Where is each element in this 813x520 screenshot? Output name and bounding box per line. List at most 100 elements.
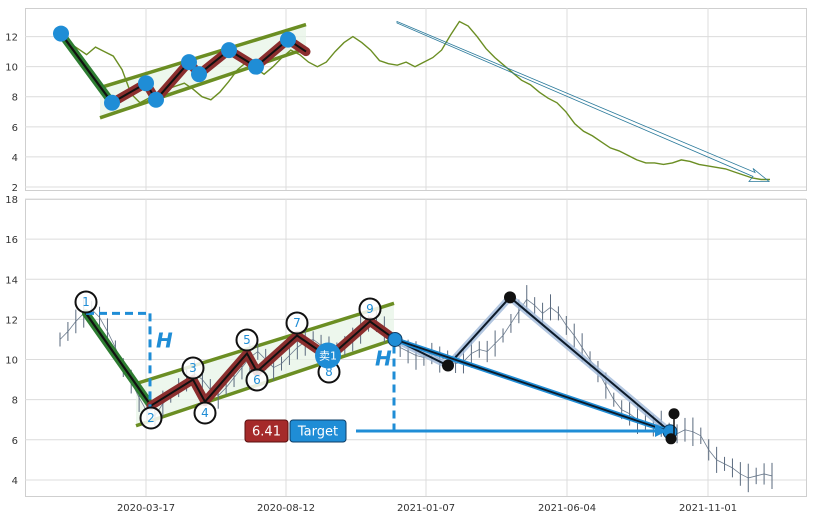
bottom-y-tick-label: 8 (12, 396, 18, 407)
bottom-wave-label-circle (358, 297, 382, 321)
top-channel-upper-line (99, 22, 307, 90)
bottom-projection-dot (668, 408, 680, 420)
bottom-price-segment (99, 317, 108, 332)
bottom-y-tick-label: 18 (5, 195, 18, 206)
top-impulse-line (60, 32, 113, 104)
top-y-tick-label: 2 (12, 183, 18, 194)
bottom-price-segment (399, 347, 409, 352)
bottom-x-tick-label: 2020-03-17 (117, 503, 175, 514)
bottom-price-segment (565, 325, 575, 336)
bottom-projection-line (394, 295, 671, 433)
bottom-y-tick-labels: 4 6 8 10 12 14 16 18 (5, 195, 18, 487)
bottom-target-value-text: 6.41 (252, 425, 281, 440)
bottom-price-segment (510, 311, 520, 324)
bottom-price-segment (716, 459, 725, 465)
bottom-price-segment (494, 335, 504, 344)
bottom-price-segment (463, 353, 472, 362)
bottom-projection-points (387, 291, 680, 445)
bottom-sell-signal: 卖1 (315, 342, 341, 369)
bottom-x-tick-labels: 2020-03-17 2020-08-12 2021-01-07 2021-06-04… (117, 503, 737, 514)
bottom-price-segment (573, 335, 583, 348)
bottom-wave-label-text: 8 (325, 365, 333, 379)
top-pivot-marker (221, 42, 237, 59)
bottom-y-tick-label: 14 (5, 275, 18, 286)
bottom-wave-label-circle (74, 290, 98, 314)
bottom-wave-label-text: 9 (366, 302, 374, 316)
top-trend-arrow (396, 20, 771, 182)
bottom-price-segment (621, 409, 630, 415)
bottom-target-value-badge (244, 419, 289, 443)
bottom-wave-label-text: 4 (201, 406, 209, 420)
bottom-y-tick-label: 4 (12, 476, 18, 487)
bottom-wave-labels: 1 2 3 4 5 6 7 8 9 (74, 290, 382, 430)
bottom-price-segment (217, 387, 227, 396)
top-y-tick-label: 4 (12, 153, 18, 164)
bottom-price-segment (471, 349, 480, 354)
bottom-price-segment (605, 385, 615, 400)
bottom-price-segment (59, 331, 69, 340)
bottom-price-segment (486, 343, 496, 352)
bottom-price-segment (225, 377, 235, 388)
bottom-price-segment (692, 431, 701, 437)
bottom-x-tick-label: 2021-06-04 (538, 503, 596, 514)
bottom-price-segment (273, 363, 282, 368)
bottom-wave-label-text: 6 (253, 373, 261, 387)
bottom-target-group: 6.41 Target (244, 419, 667, 443)
bottom-sell-signal-label: 卖1 (319, 350, 337, 363)
bottom-wave-label-circle (139, 406, 163, 430)
bottom-target-label-badge (289, 419, 347, 443)
top-pivot-marker (104, 94, 120, 111)
bottom-target-arrow-head (655, 425, 667, 437)
bottom-price-segment (502, 323, 512, 336)
top-grid (25, 8, 806, 190)
bottom-y-tick-label: 6 (12, 436, 18, 447)
bottom-price-segment (558, 313, 567, 326)
top-y-tick-labels: 2 4 6 8 10 12 (5, 33, 18, 194)
bottom-x-tick-label: 2020-08-12 (257, 503, 315, 514)
bottom-price-segment (312, 339, 322, 346)
bottom-wave-label-circle (193, 401, 217, 425)
bottom-projection-dot (442, 359, 454, 372)
bottom-wave-label-text: 3 (189, 361, 197, 375)
top-channel-lower-line (99, 46, 307, 120)
bottom-price-segment (107, 331, 116, 348)
bottom-price-segment (479, 349, 488, 352)
bottom-impulse-line (85, 312, 152, 407)
bottom-price-segment (700, 435, 710, 451)
bottom-price-segment (732, 467, 741, 475)
top-pivot-marker (191, 66, 207, 83)
bottom-wave-label-circle (245, 368, 269, 392)
bottom-wave-label-text: 1 (82, 295, 90, 309)
bottom-price-segment (763, 473, 773, 477)
bottom-projection-start-dot (387, 331, 403, 347)
bottom-wave-label-text: 5 (243, 333, 251, 347)
top-pivot-marker (248, 58, 264, 75)
top-y-tick-label: 8 (12, 93, 18, 104)
bottom-x-tick-label: 2021-01-07 (397, 503, 455, 514)
bottom-breakdown-line (394, 338, 671, 433)
top-y-tick-label: 10 (5, 63, 18, 74)
bottom-price-segment (281, 355, 290, 364)
bottom-price-segment (415, 355, 425, 358)
top-price-line (59, 20, 770, 181)
bottom-price-segment (581, 347, 591, 360)
bottom-wave-label-text: 2 (147, 411, 155, 425)
bottom-price-segment (534, 305, 543, 314)
top-pivot-marker (138, 75, 154, 92)
top-y-tick-label: 12 (5, 33, 18, 44)
top-pivot-marker (181, 54, 197, 71)
bottom-price-segment (676, 429, 686, 435)
bottom-target-label-text: Target (297, 425, 338, 440)
bottom-price-segment (550, 307, 559, 314)
bottom-wave-label-text: 7 (293, 316, 301, 330)
bottom-price-segment (407, 351, 417, 356)
bottom-price-segment (613, 399, 623, 410)
bottom-price-segment (748, 475, 757, 479)
bottom-projection-dot (665, 433, 677, 445)
bottom-price-segment (708, 449, 717, 461)
bottom-sell-signal-badge (315, 342, 341, 369)
bottom-wave-label-circle (181, 356, 205, 380)
bottom-price-segment (289, 347, 298, 356)
